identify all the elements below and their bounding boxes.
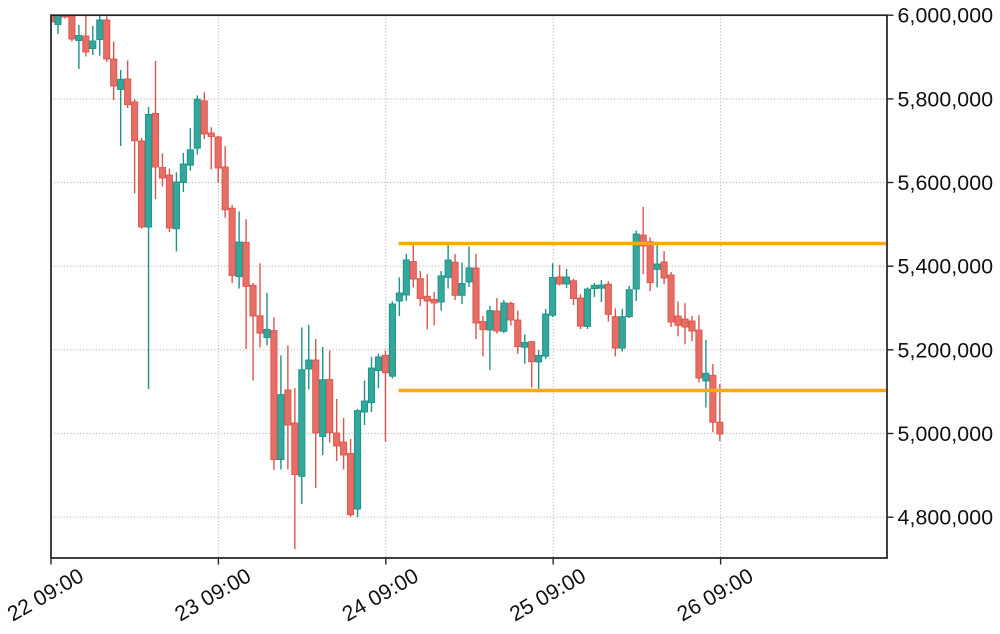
svg-text:5,800,000: 5,800,000 <box>898 87 994 111</box>
svg-text:5,400,000: 5,400,000 <box>898 255 994 279</box>
svg-text:5,000,000: 5,000,000 <box>898 422 994 446</box>
svg-text:5,600,000: 5,600,000 <box>898 171 994 195</box>
svg-text:4,800,000: 4,800,000 <box>898 506 994 530</box>
svg-text:6,000,000: 6,000,000 <box>898 4 994 28</box>
svg-text:5,200,000: 5,200,000 <box>898 338 994 362</box>
